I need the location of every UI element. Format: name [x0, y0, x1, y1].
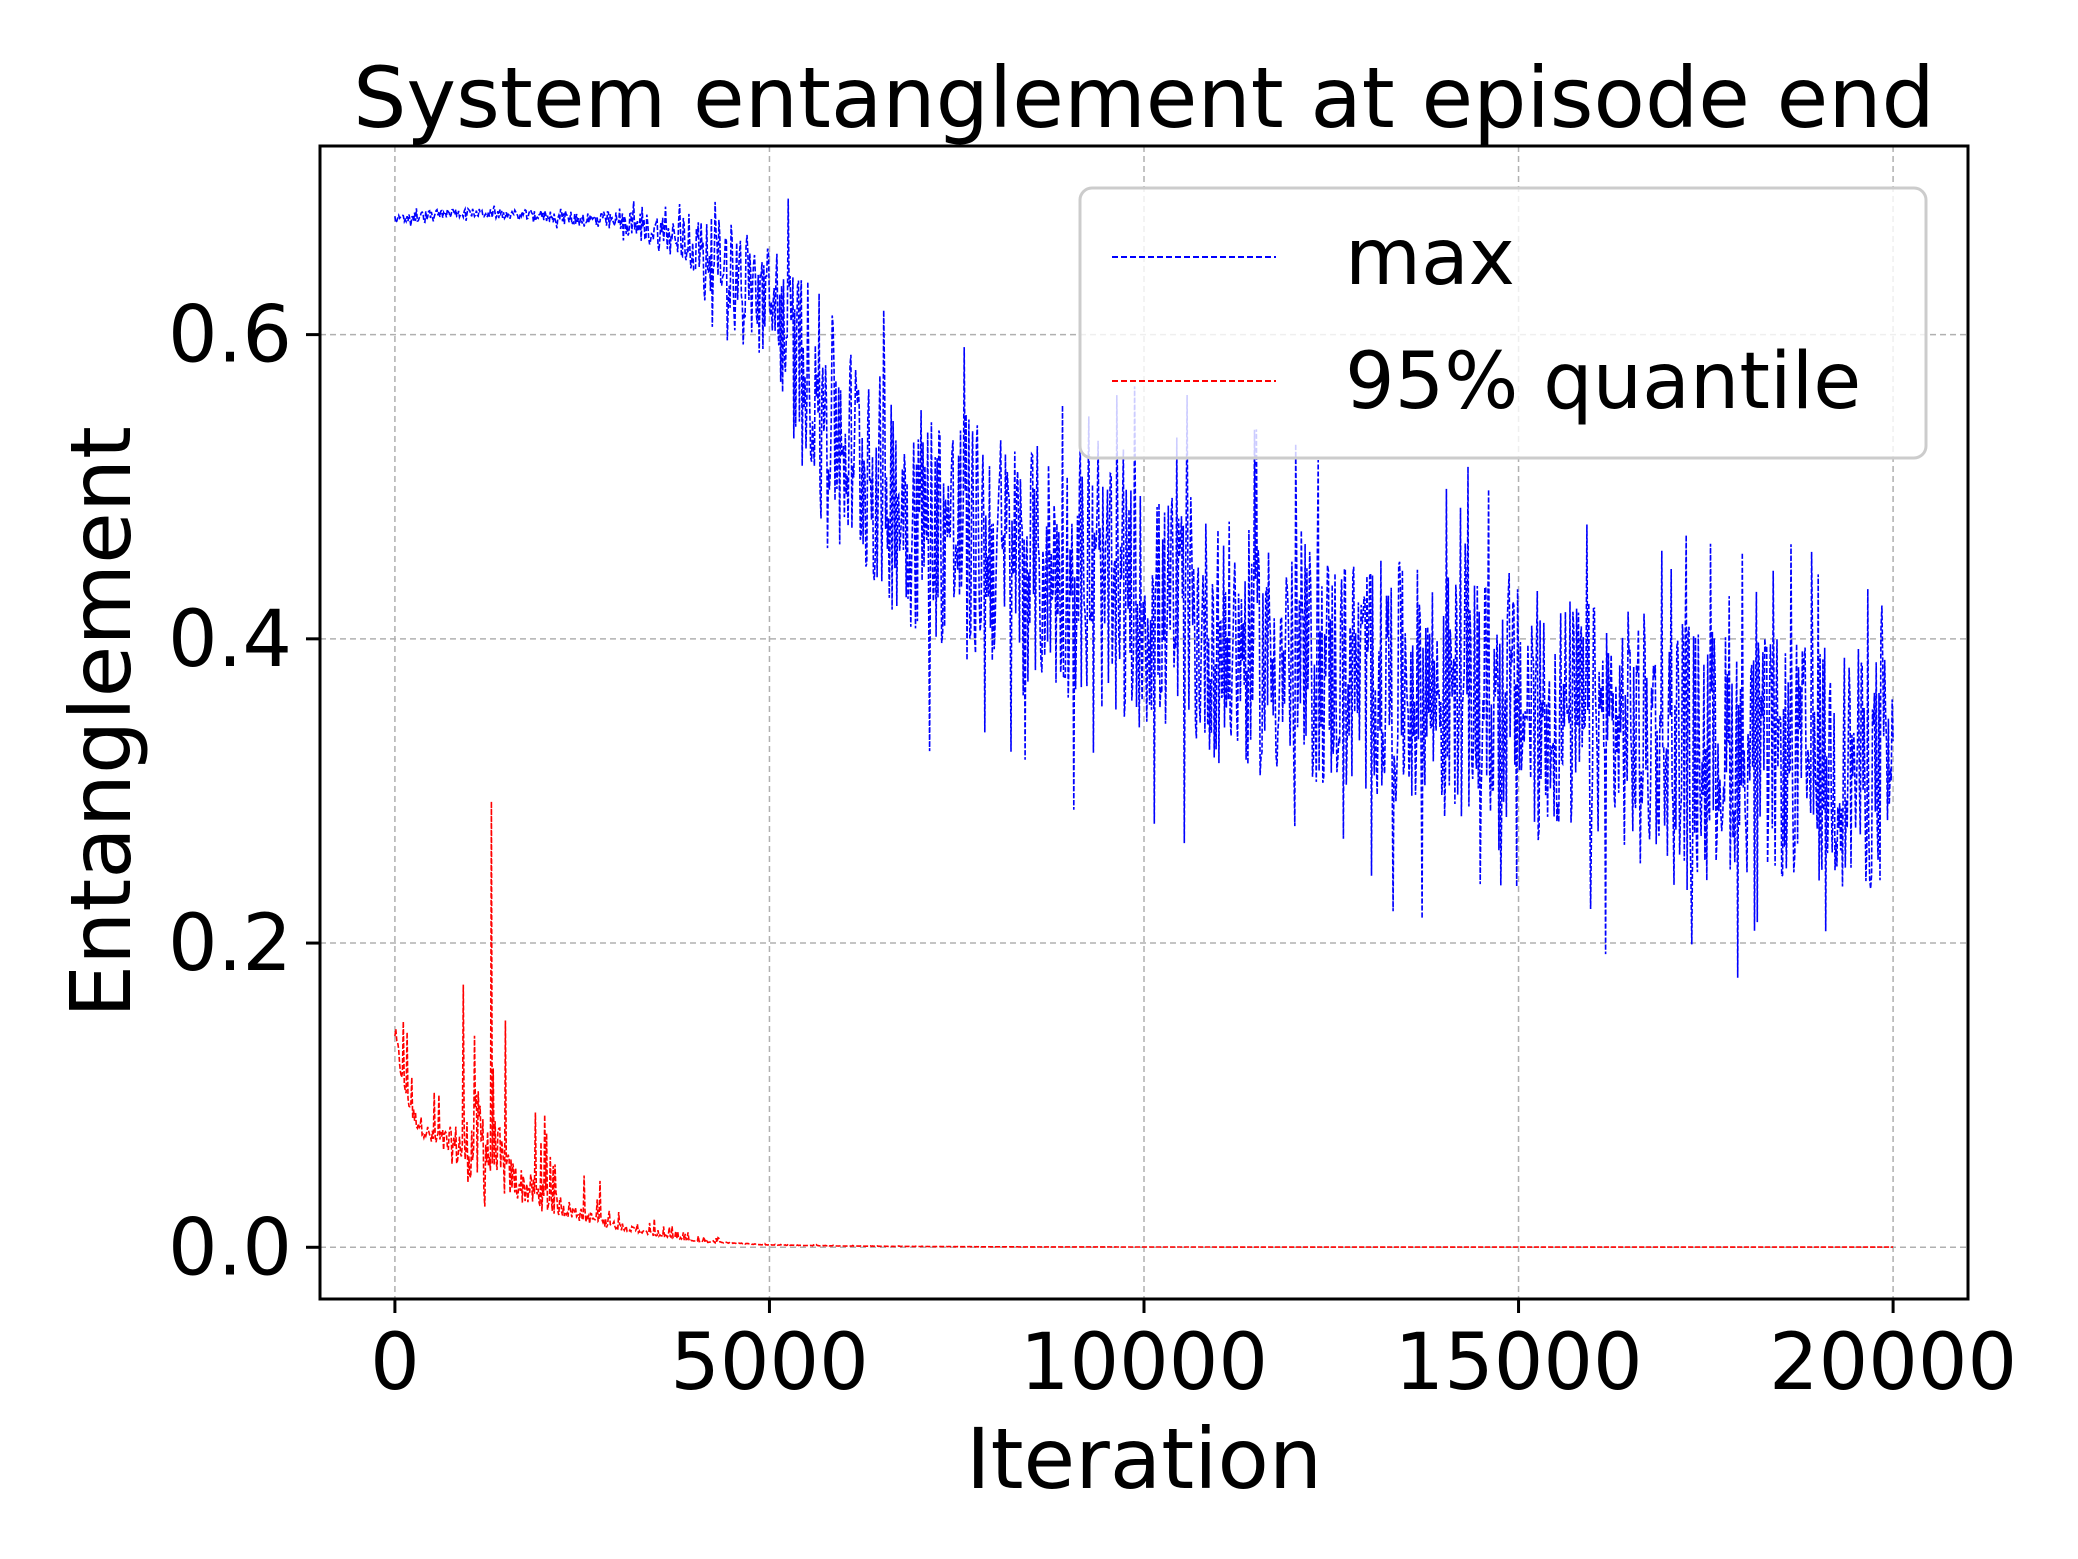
x-tick-label: 15000: [1394, 1318, 1642, 1408]
x-axis-label: Iteration: [966, 1410, 1322, 1508]
series-layer: [394, 198, 1894, 1248]
legend-box: [1078, 186, 1928, 460]
y-tick-label: 0.4: [168, 595, 292, 685]
x-tick-label: 5000: [670, 1318, 869, 1408]
x-tick-label: 10000: [1020, 1318, 1268, 1408]
legend-label-95-quantile: 95% quantile: [1345, 337, 1861, 427]
series-95-quantile-line: [394, 801, 1894, 1248]
y-axis-label: Entanglement: [52, 426, 150, 1018]
series-max-line: [394, 198, 1894, 978]
x-tick-label: 20000: [1769, 1318, 2017, 1408]
axis-ticks: 0 5000 10000 15000 20000 0.0 0.2 0.4 0.6: [168, 291, 2017, 1408]
legend-label-max: max: [1345, 213, 1515, 303]
y-tick-label: 0.6: [168, 291, 292, 381]
x-tick-label: 0: [370, 1318, 420, 1408]
y-tick-label: 0.0: [168, 1203, 292, 1293]
chart-title: System entanglement at episode end: [353, 49, 1935, 147]
y-tick-label: 0.2: [168, 899, 292, 989]
legend: max 95% quantile: [1078, 186, 1928, 460]
